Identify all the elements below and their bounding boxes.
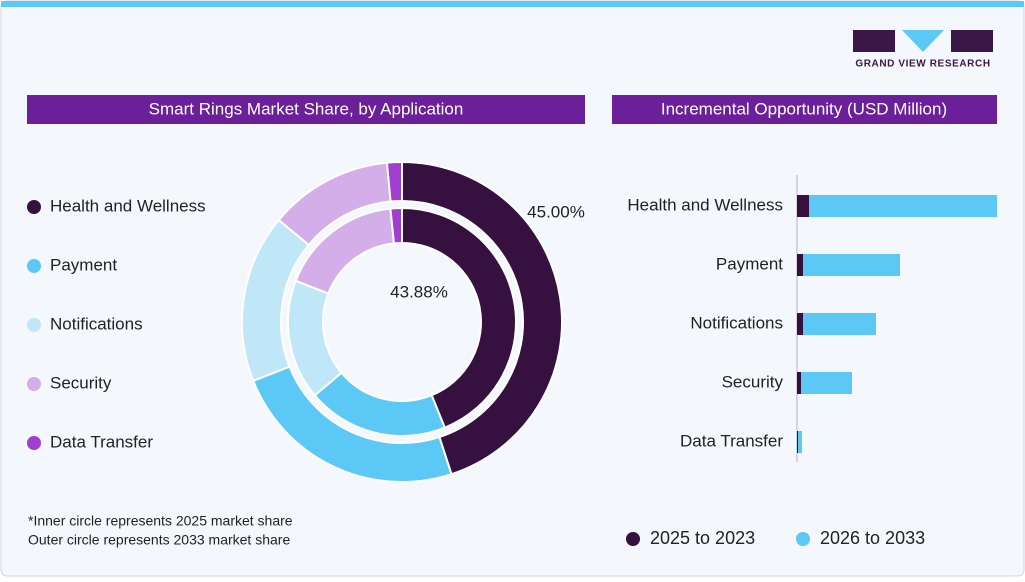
footnote: *Inner circle represents 2025 market sha… <box>28 513 293 529</box>
logo: GRAND VIEW RESEARCH <box>853 30 993 70</box>
top-accent <box>1 1 1024 7</box>
chart-title: Incremental Opportunity (USD Million) <box>661 99 947 118</box>
legend-label: 2025 to 2023 <box>650 528 755 548</box>
legend-marker <box>27 200 41 214</box>
bar <box>797 431 798 453</box>
legend-marker <box>27 436 41 450</box>
legend-marker <box>27 377 41 391</box>
legend-label: Health and Wellness <box>50 196 206 215</box>
y-tick-label: Notifications <box>690 313 783 332</box>
donut-slice <box>401 160 563 476</box>
legend-label: Notifications <box>50 314 143 333</box>
header-bar <box>27 95 585 124</box>
bar <box>797 313 803 335</box>
bar <box>798 431 802 453</box>
value-label: 45.00% <box>527 202 585 221</box>
legend-marker <box>796 532 810 546</box>
legend-marker <box>27 318 41 332</box>
header-bar <box>612 95 997 124</box>
donut-slice <box>389 206 403 245</box>
y-tick-label: Data Transfer <box>680 431 783 450</box>
donut-slice <box>385 160 403 203</box>
bar <box>797 254 803 276</box>
bar <box>797 195 809 217</box>
legend-label: Data Transfer <box>50 432 153 451</box>
y-tick-label: Security <box>722 372 784 391</box>
footnote: Outer circle represents 2033 market shar… <box>28 532 290 548</box>
legend-label: Security <box>50 373 112 392</box>
legend-marker <box>626 532 640 546</box>
chart-title: Smart Rings Market Share, by Application <box>149 99 464 118</box>
value-label: 43.88% <box>390 282 448 301</box>
bar <box>797 372 801 394</box>
donut-slice <box>401 206 517 429</box>
bar <box>803 313 876 335</box>
y-tick-label: Payment <box>716 254 783 273</box>
bar <box>803 254 900 276</box>
legend-label: Payment <box>50 255 117 274</box>
legend-marker <box>27 259 41 273</box>
bar <box>801 372 852 394</box>
y-tick-label: Health and Wellness <box>627 195 783 214</box>
legend-label: 2026 to 2033 <box>820 528 925 548</box>
logo-text: GRAND VIEW RESEARCH <box>855 59 990 70</box>
bar <box>809 195 997 217</box>
